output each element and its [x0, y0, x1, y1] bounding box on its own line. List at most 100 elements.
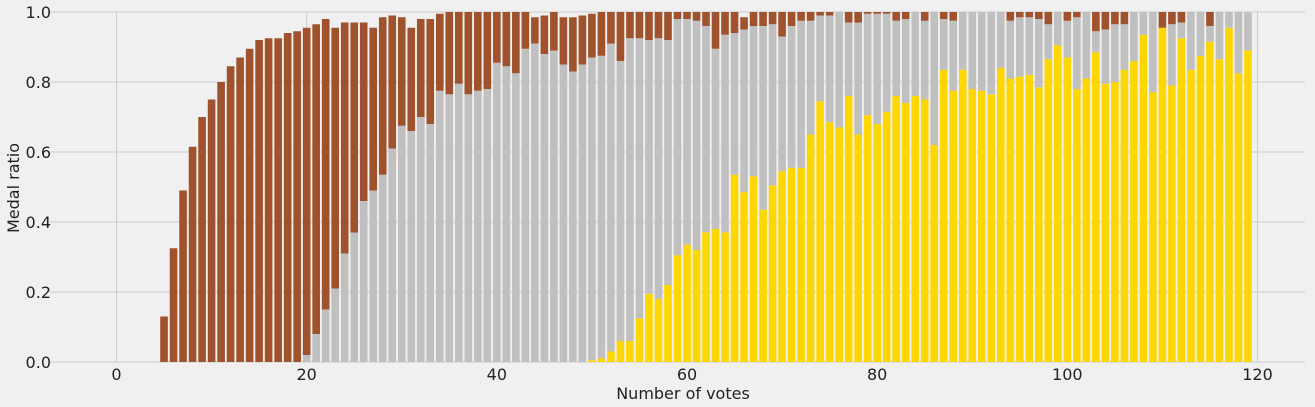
bronze-bar [302, 27, 311, 355]
silver-bar [369, 190, 378, 362]
silver-bar [407, 131, 416, 362]
bronze-bar [949, 12, 958, 21]
silver-bar [540, 54, 549, 362]
silver-bar [1006, 20, 1015, 79]
bronze-bar [521, 12, 530, 49]
silver-bar [920, 20, 929, 100]
silver-bar [683, 19, 691, 245]
gold-bar [920, 99, 929, 362]
silver-bar [949, 20, 958, 91]
bronze-bar [312, 24, 320, 334]
gold-bar [645, 293, 653, 362]
silver-bar [863, 13, 872, 116]
silver-bar [1025, 17, 1034, 75]
bronze-bar [255, 40, 263, 362]
bronze-bar [863, 12, 872, 14]
silver-bar [1168, 24, 1176, 86]
bronze-bar [274, 38, 282, 362]
silver-bar [1073, 17, 1081, 89]
bronze-bar [397, 17, 406, 126]
gold-bar [597, 358, 606, 362]
gold-bar [844, 96, 853, 362]
tick-labels: 0.0 0.2 0.4 0.6 0.8 1.0 0 20 40 60 80 100 120 [26, 3, 1273, 384]
bronze-bar [920, 12, 929, 21]
gold-bar [901, 103, 910, 362]
bronze-bar [1101, 12, 1110, 30]
bronze-bar [597, 12, 606, 56]
bronze-bar [673, 12, 682, 19]
gold-bar [863, 115, 872, 362]
silver-bar [331, 288, 339, 362]
bronze-bar [559, 17, 568, 65]
silver-bar [749, 26, 758, 177]
silver-bar [1044, 24, 1053, 60]
silver-bar [607, 43, 615, 352]
gold-bar [968, 89, 977, 362]
bronze-bar [217, 82, 225, 362]
gold-bar [626, 341, 634, 362]
bronze-bar [293, 31, 301, 362]
bronze-bar [388, 15, 397, 149]
silver-bar [968, 12, 977, 89]
bronze-bar [578, 15, 587, 65]
gold-bar [1111, 82, 1119, 362]
bronze-bar [645, 12, 653, 40]
silver-bar [901, 19, 910, 103]
silver-bar [464, 94, 473, 362]
silver-bar [787, 26, 796, 168]
silver-bar [493, 62, 501, 362]
bronze-bar [768, 12, 777, 25]
gold-bar [1168, 85, 1176, 362]
bronze-bar [1092, 12, 1100, 32]
bronze-bar [1044, 12, 1053, 25]
silver-bar [892, 20, 900, 96]
bronze-bar [901, 12, 910, 19]
bronze-bar [882, 12, 891, 14]
gold-bar [702, 232, 710, 362]
silver-bar [977, 12, 986, 91]
bronze-bar [407, 27, 416, 131]
gold-bar [654, 299, 663, 362]
bronze-bar [226, 66, 235, 362]
silver-bar [626, 38, 634, 341]
silver-bar [645, 40, 653, 294]
gold-bar [740, 192, 748, 362]
y-axis-title: Medal ratio [4, 143, 23, 233]
silver-bar [1035, 19, 1043, 88]
silver-bar [388, 148, 397, 362]
gold-bar [1120, 69, 1129, 362]
silver-bar [1149, 12, 1157, 93]
gold-bar [939, 69, 948, 362]
bronze-bar [540, 15, 549, 54]
silver-bar [455, 83, 463, 362]
bronze-bar [787, 12, 796, 26]
bronze-bar [264, 38, 273, 362]
silver-bar [1244, 12, 1252, 51]
bronze-bar [749, 12, 758, 26]
bronze-bar [654, 12, 663, 39]
bronze-bar [331, 27, 339, 289]
bronze-bar [179, 190, 187, 362]
silver-bar [531, 43, 539, 362]
bronze-bar [474, 12, 482, 91]
silver-bar [996, 12, 1005, 68]
silver-bar [578, 64, 587, 362]
gold-bar [958, 69, 967, 362]
silver-bar [321, 309, 330, 362]
gold-bar [1130, 61, 1138, 362]
gold-bar [759, 209, 767, 362]
gold-bar [977, 90, 986, 362]
y-tick-label: 0.4 [26, 213, 51, 232]
silver-bar [778, 36, 786, 172]
silver-bar [1196, 12, 1205, 56]
silver-bar [616, 61, 625, 341]
silver-bar [416, 117, 425, 362]
silver-bar [702, 26, 710, 233]
silver-bar [569, 71, 577, 362]
bronze-bar [1168, 12, 1176, 25]
bronze-bar [359, 22, 368, 201]
bronze-bar [1206, 12, 1214, 26]
silver-bar [1130, 12, 1138, 61]
gold-bar [825, 122, 834, 362]
gold-bar [1234, 73, 1243, 362]
